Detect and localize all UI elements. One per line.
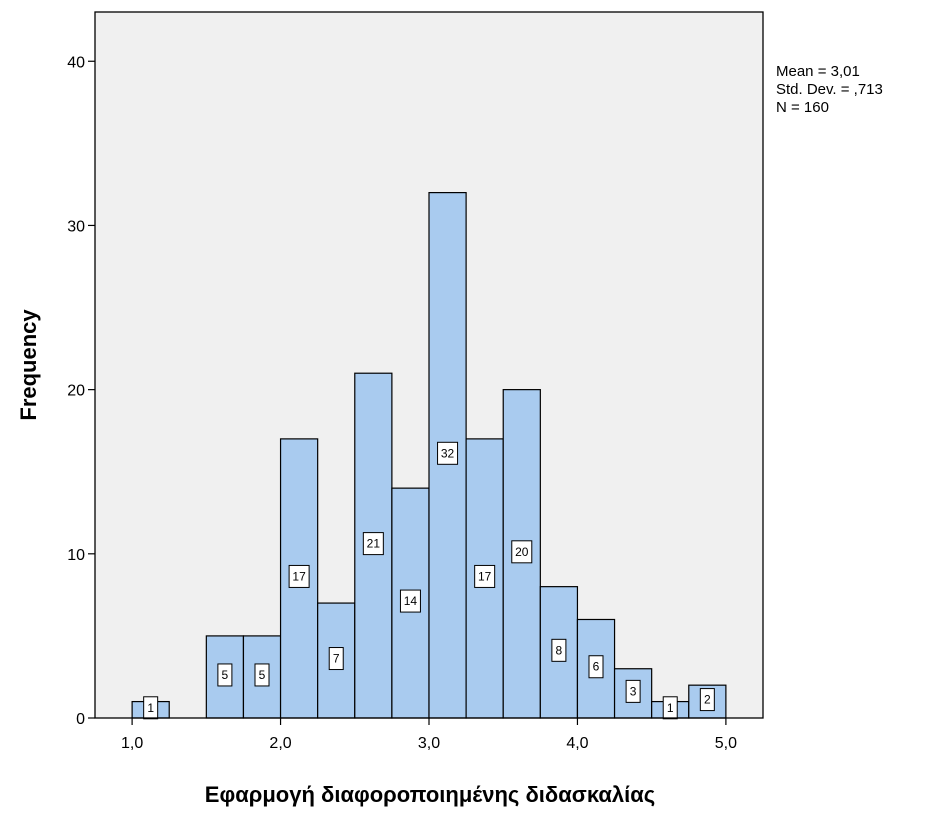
y-axis-title: Frequency bbox=[16, 309, 41, 421]
x-tick-label: 3,0 bbox=[418, 735, 440, 752]
bar-label-box bbox=[328, 647, 344, 671]
x-axis: 1,0 2,0 3,0 4,0 5,0 bbox=[121, 718, 737, 752]
y-axis: 0 10 20 30 40 bbox=[67, 54, 95, 728]
bar-label-box bbox=[399, 589, 421, 613]
bar-label: 21 bbox=[367, 537, 381, 551]
bar-label-box bbox=[511, 540, 533, 564]
bar-label: 2 bbox=[704, 693, 711, 707]
y-tick-label: 0 bbox=[76, 711, 85, 728]
bar-label: 8 bbox=[556, 643, 563, 657]
x-tick-label: 1,0 bbox=[121, 735, 143, 752]
stats-box: Mean = 3,01 Std. Dev. = ,713 N = 160 bbox=[776, 63, 883, 116]
bar-label-box bbox=[699, 688, 715, 712]
bar-label-box bbox=[217, 663, 233, 687]
bar-label: 6 bbox=[593, 660, 600, 674]
stats-std-dev: Std. Dev. = ,713 bbox=[776, 81, 883, 98]
histogram-bar bbox=[613, 668, 653, 719]
y-tick-label: 30 bbox=[67, 218, 85, 235]
y-tick-label: 40 bbox=[67, 54, 85, 71]
bar-label: 17 bbox=[292, 569, 306, 583]
bar-label-box bbox=[588, 655, 604, 679]
histogram-bar bbox=[688, 684, 727, 719]
x-tick-label: 5,0 bbox=[715, 735, 737, 752]
bar-label-box bbox=[662, 696, 678, 720]
bar-label: 5 bbox=[259, 668, 266, 682]
bar-label: 7 bbox=[333, 652, 340, 666]
bar-label-box bbox=[362, 532, 384, 556]
bar-label-box bbox=[474, 564, 496, 588]
bar-label: 20 bbox=[515, 545, 529, 559]
bar-label-box bbox=[437, 441, 459, 465]
bar-label: 3 bbox=[630, 684, 637, 698]
bar-labels-layer: 1 5 5 17 7 21 14 32 17 20 8 6 3 1 2 bbox=[143, 441, 715, 720]
x-axis-title: Εφαρμογή διαφοροποιημένης διδασκαλίας bbox=[205, 782, 655, 807]
bar-label-box bbox=[254, 663, 270, 687]
bar-label: 14 bbox=[404, 594, 418, 608]
stats-mean: Mean = 3,01 bbox=[776, 63, 860, 80]
bar-label: 1 bbox=[147, 701, 154, 715]
y-tick-label: 20 bbox=[67, 383, 85, 400]
x-tick-label: 4,0 bbox=[566, 735, 588, 752]
bar-label: 32 bbox=[441, 446, 455, 460]
bar-label: 17 bbox=[478, 569, 492, 583]
bar-label-box bbox=[551, 638, 567, 662]
bar-label-box bbox=[625, 679, 641, 703]
y-tick-label: 10 bbox=[67, 547, 85, 564]
bar-label-box bbox=[143, 696, 159, 720]
stats-n: N = 160 bbox=[776, 99, 829, 116]
bar-label-box bbox=[288, 564, 310, 588]
x-tick-label: 2,0 bbox=[269, 735, 291, 752]
bar-label: 1 bbox=[667, 701, 674, 715]
bar-label: 5 bbox=[222, 668, 229, 682]
